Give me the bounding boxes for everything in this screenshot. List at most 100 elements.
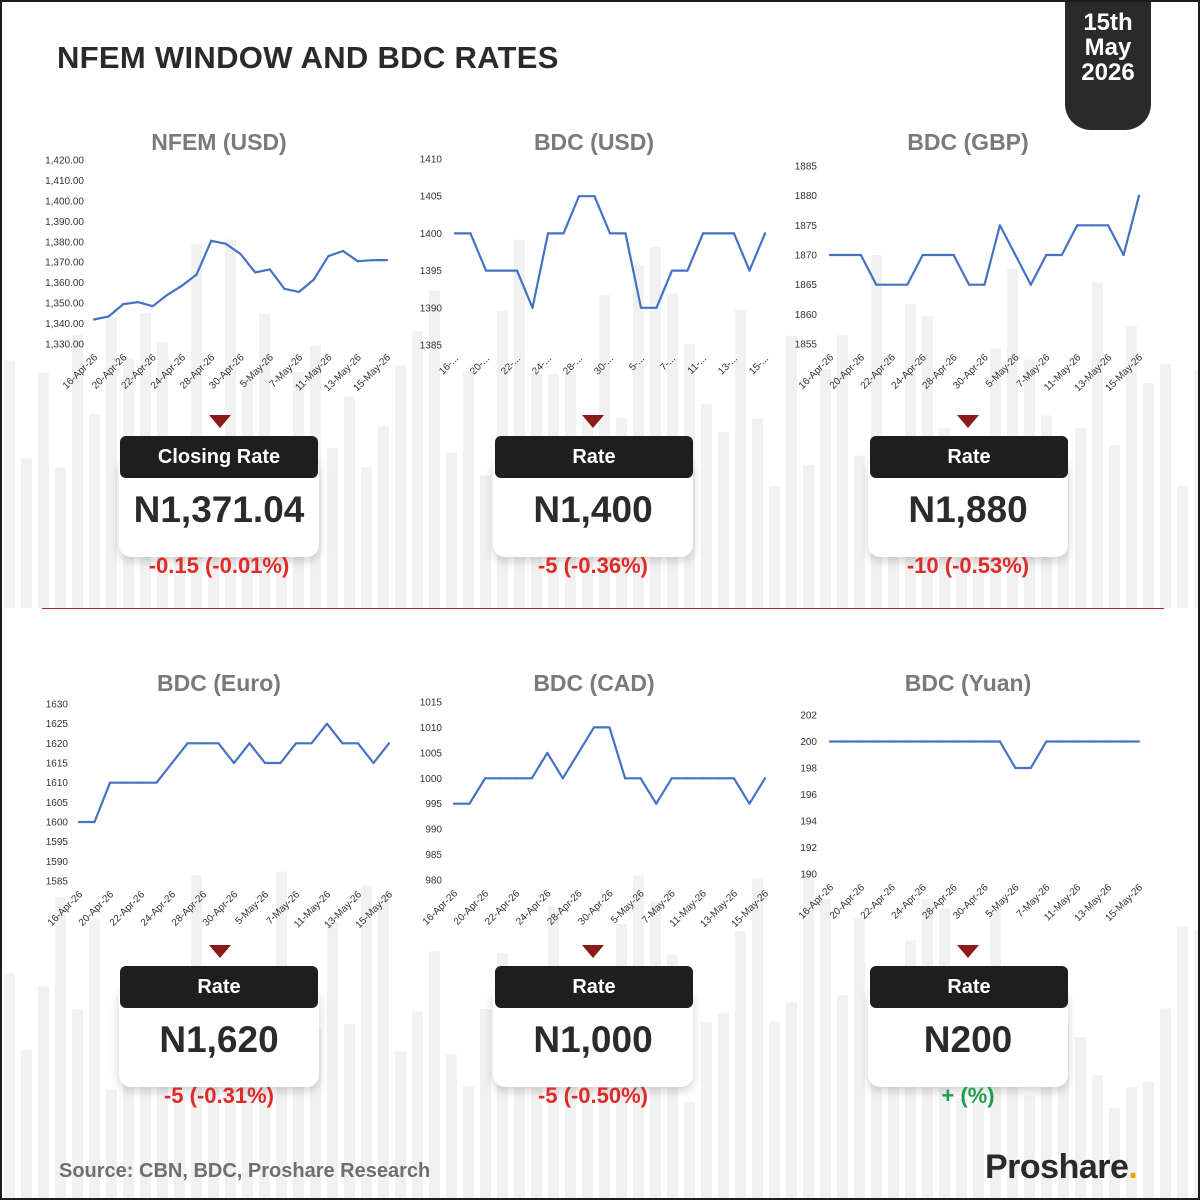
data-point	[592, 726, 596, 729]
page-title: NFEM WINDOW AND BDC RATES	[57, 40, 559, 75]
background-bar	[429, 951, 440, 1198]
chart-title-nfem-usd: NFEM (USD)	[151, 129, 287, 155]
background-bar	[1075, 428, 1086, 608]
line-chart-bdc-usd: 1385 1390 1395 1400 1405 1410 16-... 20-... 22-.…	[420, 155, 771, 378]
data-point	[453, 232, 457, 235]
y-tick-label: 190	[800, 870, 817, 881]
background-bar	[701, 1022, 712, 1198]
background-bar	[72, 334, 83, 608]
y-tick-label: 1410	[420, 155, 443, 166]
rate-label-nfem-usd: Closing Rate	[120, 436, 318, 478]
data-point	[921, 253, 924, 257]
y-tick-label: 1585	[46, 877, 69, 888]
data-point	[763, 777, 767, 780]
background-bar	[361, 467, 372, 608]
rate-label-bdc-yuan: Rate	[870, 966, 1068, 1008]
background-bar	[1177, 926, 1188, 1198]
data-point	[312, 278, 315, 281]
series-line	[79, 722, 390, 824]
background-bar	[327, 448, 338, 608]
rate-value-bdc-cad: N1,000	[533, 1019, 653, 1060]
x-tick-label: 20-...	[468, 353, 492, 377]
y-tick-label: 1,330.00	[45, 340, 84, 351]
pointer-arrow-icon	[209, 945, 231, 958]
data-point	[468, 802, 471, 805]
data-point	[1060, 740, 1063, 743]
data-point	[484, 777, 487, 780]
line-chart-bdc-cad: 980985990995100010051010101516-Apr-2620-…	[420, 698, 772, 930]
background-bar	[837, 995, 848, 1198]
data-point	[844, 740, 847, 743]
background-bar	[1007, 1073, 1018, 1198]
data-point	[484, 269, 488, 272]
pointer-arrow-icon	[582, 415, 604, 428]
background-bar	[582, 1051, 593, 1198]
background-bar	[820, 369, 831, 608]
background-bar	[854, 917, 865, 1198]
background-bar	[480, 1009, 491, 1198]
data-point	[1107, 740, 1110, 743]
x-tick-label: 28-...	[561, 353, 585, 377]
data-point	[248, 742, 251, 745]
y-tick-label: 1000	[420, 774, 443, 785]
section-divider	[42, 608, 1164, 609]
data-point	[155, 781, 158, 784]
background-bar	[395, 365, 406, 608]
data-point	[356, 742, 360, 745]
background-bar	[1092, 1075, 1103, 1198]
y-tick-label: 1630	[46, 700, 69, 711]
source-note: Source: CBN, BDC, Proshare Research	[59, 1160, 431, 1182]
y-tick-label: 1600	[46, 818, 69, 829]
background-bar	[1041, 990, 1052, 1198]
pointer-arrow-icon	[209, 415, 231, 428]
y-tick-label: 1870	[795, 251, 818, 262]
background-bar	[259, 1040, 270, 1198]
data-point	[670, 269, 674, 272]
background-bar	[106, 1089, 117, 1198]
background-bar	[191, 243, 202, 608]
background-bar	[378, 425, 389, 608]
data-point	[593, 195, 596, 198]
y-tick-label: 1390	[420, 303, 443, 314]
data-point	[122, 303, 125, 306]
data-point	[1045, 740, 1048, 743]
data-point	[1137, 740, 1141, 743]
data-point	[1029, 766, 1032, 770]
data-point	[1060, 253, 1063, 257]
data-point	[254, 271, 257, 274]
data-point	[875, 283, 878, 286]
data-point	[890, 740, 893, 743]
data-point	[748, 802, 751, 805]
background-bar	[106, 317, 117, 608]
background-bar	[701, 403, 712, 608]
background-bar	[820, 898, 831, 1198]
data-point	[136, 300, 140, 304]
pointer-arrow-icon	[957, 415, 979, 428]
data-point	[1045, 253, 1048, 257]
data-point	[1014, 253, 1017, 257]
rate-change-bdc-gbp: -10 (-0.53%)	[906, 553, 1030, 578]
data-point	[387, 742, 391, 745]
background-bar	[1075, 1036, 1086, 1198]
data-point	[1137, 194, 1141, 197]
data-point	[844, 253, 847, 257]
y-tick-label: 985	[425, 850, 442, 861]
y-tick-label: 1855	[795, 340, 818, 351]
background-bar	[123, 1051, 134, 1198]
background-bar	[786, 1002, 797, 1198]
data-point	[561, 777, 564, 780]
background-bar	[344, 396, 355, 608]
series-line	[830, 740, 1139, 770]
data-point	[327, 254, 330, 258]
y-tick-label: 1,340.00	[45, 319, 84, 330]
series-line	[455, 195, 767, 309]
y-tick-label: 1395	[420, 266, 443, 277]
data-point	[531, 306, 534, 309]
background-bar	[293, 1052, 304, 1198]
data-point	[639, 777, 642, 780]
rate-label-bdc-cad: Rate	[495, 966, 693, 1008]
pointer-arrow-icon	[582, 945, 604, 958]
y-tick-label: 1590	[46, 857, 69, 868]
date-badge: 15th May 2026	[1065, 2, 1151, 130]
data-point	[325, 722, 329, 725]
